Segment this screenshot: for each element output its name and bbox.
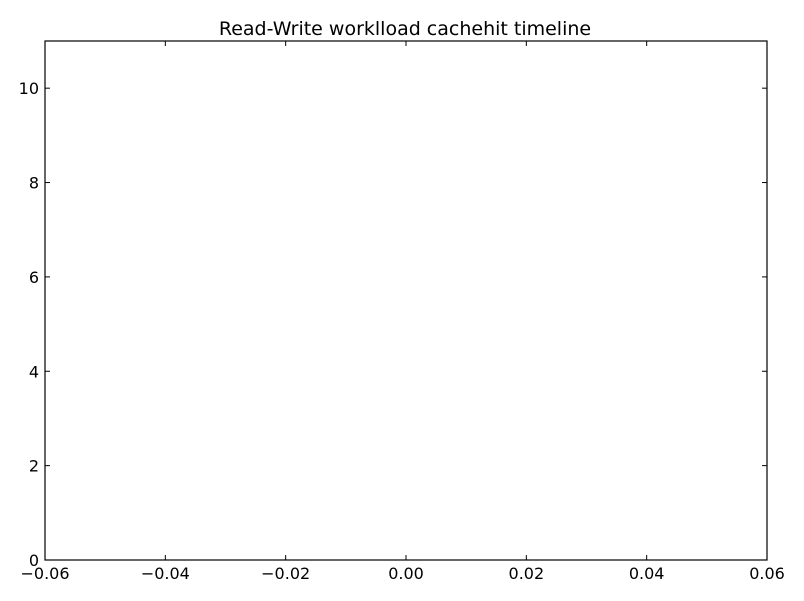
y-tick-label: 0 <box>29 551 39 570</box>
chart-title: Read-Write worklload cachehit timeline <box>219 18 591 40</box>
plot-area <box>44 40 768 561</box>
y-axis: 0 2 4 6 8 10 <box>19 79 767 570</box>
x-tick-label: 0.04 <box>629 564 665 583</box>
x-tick-label: −0.04 <box>141 564 190 583</box>
y-tick-label: 2 <box>29 457 39 476</box>
y-tick-label: 8 <box>29 174 39 193</box>
x-tick-label: 0.02 <box>509 564 545 583</box>
y-tick-label: 10 <box>19 79 39 98</box>
x-tick-label: 0.00 <box>388 564 424 583</box>
x-tick-label: 0.06 <box>749 564 785 583</box>
y-tick-label: 4 <box>29 362 39 381</box>
y-tick-label: 6 <box>29 268 39 287</box>
x-tick-label: −0.06 <box>20 564 69 583</box>
x-axis: −0.06 −0.04 −0.02 0.00 0.02 0.04 0.06 <box>20 41 785 583</box>
x-tick-label: −0.02 <box>261 564 310 583</box>
